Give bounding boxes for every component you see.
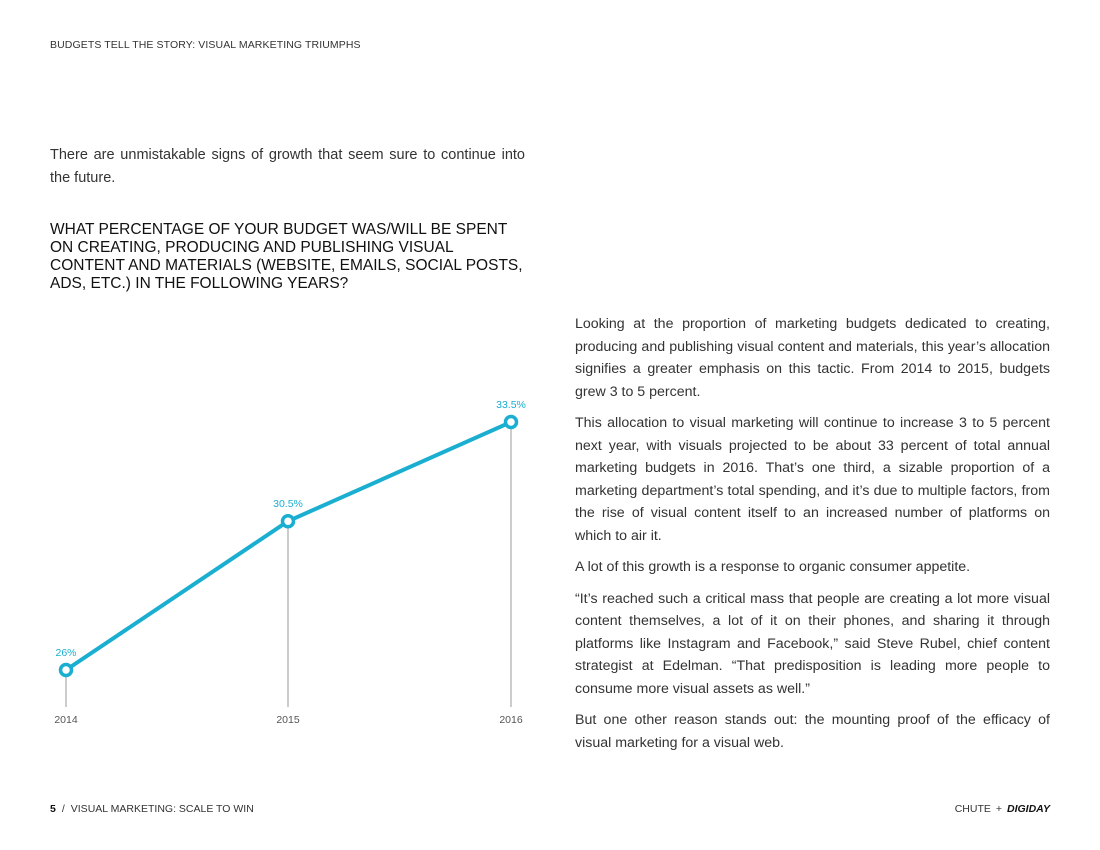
brand-digiday: DIGIDAY <box>1007 803 1050 815</box>
body-paragraph: Looking at the proportion of marketing b… <box>575 316 1050 400</box>
data-label-2016: 33.5% <box>496 399 526 411</box>
data-point-2014 <box>58 662 74 678</box>
data-point-2015 <box>280 513 296 529</box>
footer-brands: CHUTE + DIGIDAY <box>955 803 1050 815</box>
x-tick-label-2016: 2016 <box>499 714 523 726</box>
publication-title: VISUAL MARKETING: SCALE TO WIN <box>70 803 254 815</box>
body-paragraph: A lot of this growth is a response to or… <box>575 559 971 575</box>
brand-plus: + <box>995 803 1003 815</box>
body-paragraph: But one other reason stands out: the mou… <box>575 712 1050 751</box>
data-label-2014: 26% <box>55 647 76 659</box>
brand-chute: CHUTE <box>954 803 991 815</box>
body-column: Looking at the proportion of marketing b… <box>575 313 1050 763</box>
x-tick-label-2015: 2015 <box>276 714 300 726</box>
footer-separator: / <box>61 803 65 815</box>
body-paragraph: “It’s reached such a critical mass that … <box>575 590 1050 697</box>
body-paragraph: This allocation to visual marketing will… <box>575 415 1050 544</box>
page-number: 5 <box>50 803 56 815</box>
survey-question-heading: WHAT PERCENTAGE OF YOUR BUDGET WAS/WILL … <box>50 221 523 292</box>
footer-left: 5 / VISUAL MARKETING: SCALE TO WIN <box>50 803 254 815</box>
x-tick-label-2014: 2014 <box>54 714 78 726</box>
intro-paragraph: There are unmistakable signs of growth t… <box>50 147 525 186</box>
budget-line-chart: 26% 30.5% 33.5% 2014 2015 2016 <box>40 385 540 735</box>
running-header: BUDGETS TELL THE STORY: VISUAL MARKETING… <box>50 39 361 51</box>
data-label-2015: 30.5% <box>273 498 303 510</box>
chart-svg: 26% 30.5% 33.5% 2014 2015 2016 <box>54 399 526 726</box>
data-point-2016 <box>503 414 519 430</box>
